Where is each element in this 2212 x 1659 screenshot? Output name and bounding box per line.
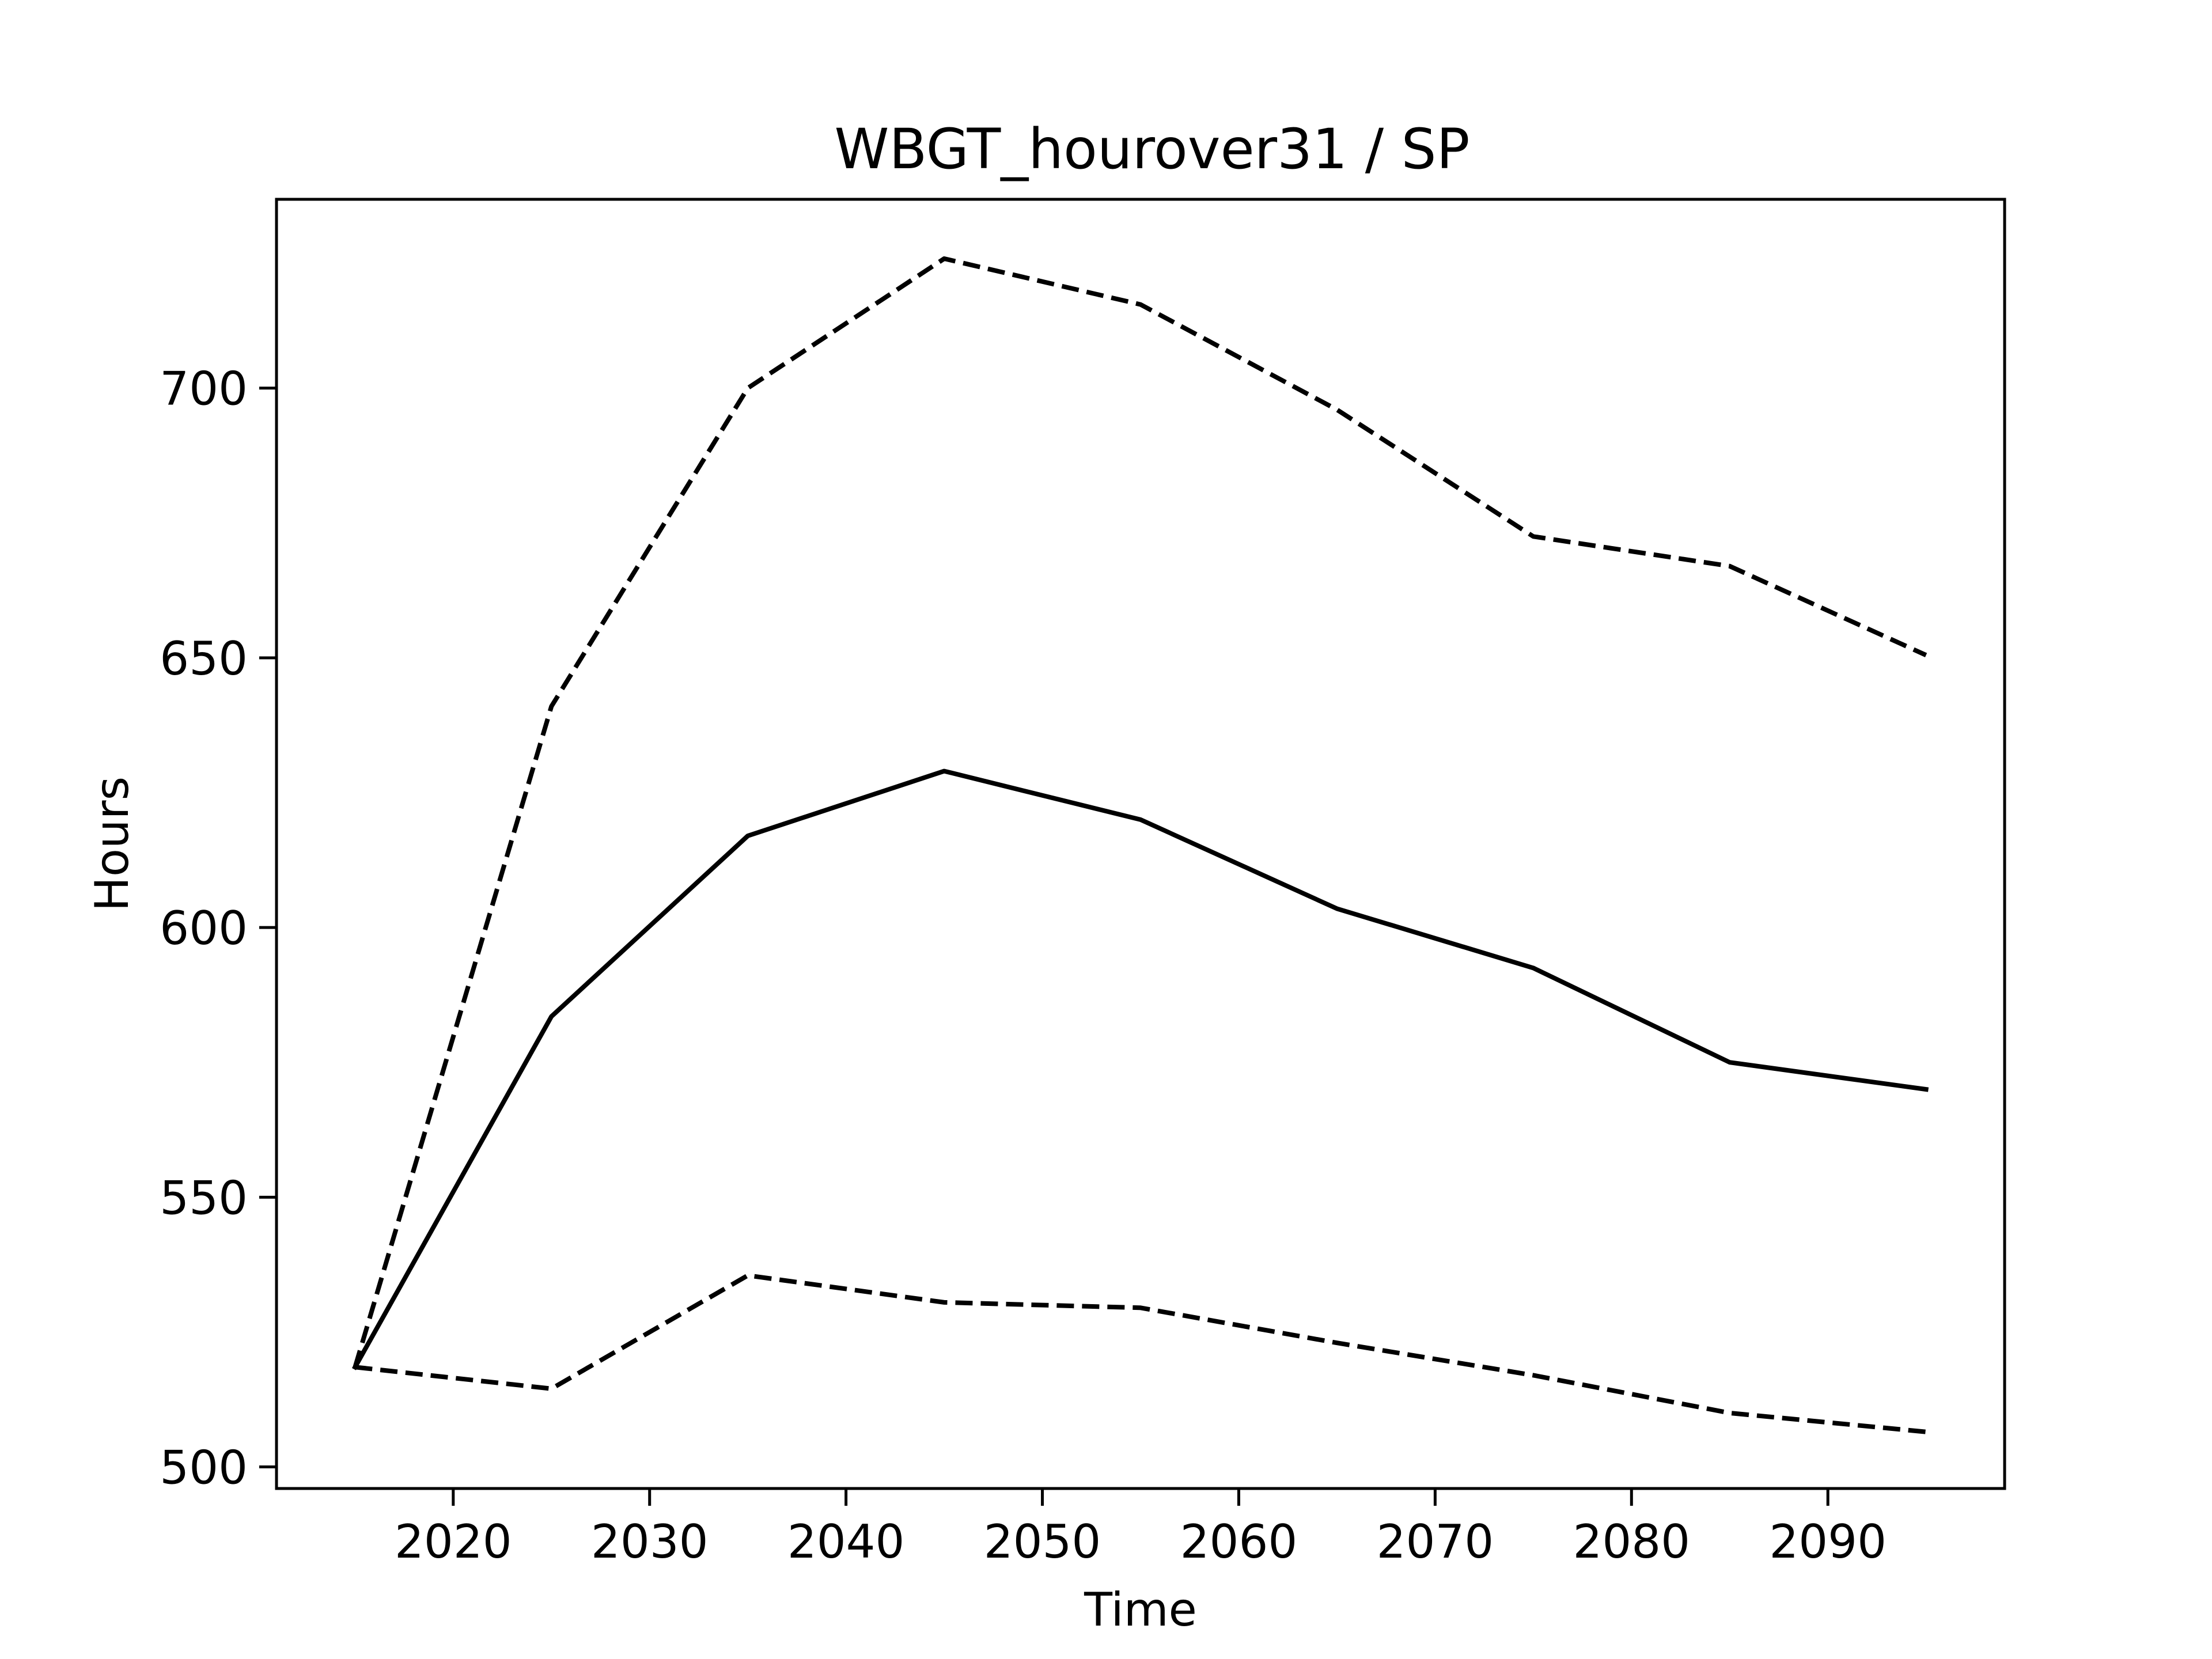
y-axis-label: Hours — [85, 777, 139, 911]
series-line-3 — [354, 1273, 1926, 1434]
y-tick-label: 550 — [160, 1171, 248, 1225]
y-tick-label: 600 — [160, 902, 248, 955]
series-line-2 — [353, 256, 1927, 1368]
x-axis: 2020 2030 2040 2050 2060 2070 2080 2090 — [395, 1488, 1887, 1569]
x-tick-label: 2020 — [395, 1515, 512, 1569]
y-tick-label: 650 — [160, 632, 248, 685]
x-tick-label: 2090 — [1769, 1515, 1887, 1569]
x-tick-label: 2070 — [1377, 1515, 1494, 1569]
x-tick-label: 2030 — [591, 1515, 709, 1569]
y-tick-label: 500 — [160, 1441, 248, 1495]
y-axis: 500 550 600 650 700 — [160, 362, 276, 1495]
x-tick-label: 2040 — [787, 1515, 905, 1569]
x-tick-label: 2080 — [1573, 1515, 1690, 1569]
x-tick-label: 2060 — [1180, 1515, 1298, 1569]
x-axis-label: Time — [1084, 1583, 1197, 1637]
series-line-1 — [351, 768, 1929, 1370]
chart-title: WBGT_hourover31 / SP — [835, 117, 1470, 181]
plot-area-frame — [275, 198, 2006, 1490]
x-tick-label: 2050 — [984, 1515, 1101, 1569]
series-layer — [351, 256, 1929, 1434]
y-tick-label: 700 — [160, 362, 248, 416]
